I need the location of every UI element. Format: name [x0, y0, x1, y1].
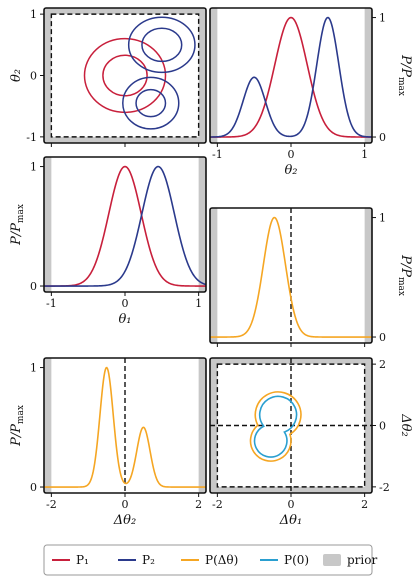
contour-P2-2: [122, 76, 180, 130]
legend-item-prior: prior: [323, 553, 377, 567]
y-axis-label: P/Pmax: [9, 405, 26, 447]
panel-marginal-dtheta2: -2 0 2 0 1 Δθ₂ P/Pmax: [9, 357, 207, 528]
legend-label: P(Δθ): [205, 553, 238, 567]
x-tick-label: 2: [195, 498, 202, 511]
x-tick-label: 1: [195, 297, 202, 310]
x-axis-label: Δθ₁: [279, 513, 302, 528]
ylabel-subscript: max: [396, 77, 406, 96]
series-line-Pdelta: [210, 216, 372, 338]
legend-item-P0: P(0): [260, 553, 309, 567]
y-tick-label: 0: [30, 481, 37, 494]
x-tick-label: 0: [122, 297, 129, 310]
x-tick-label: 1: [361, 148, 368, 161]
series-line-P2: [44, 165, 206, 287]
legend-item-P2: P₂: [118, 553, 155, 567]
x-axis-label: θ₁: [118, 312, 131, 327]
plot-area: [44, 157, 206, 292]
prior-region: [51, 14, 199, 137]
y-axis-label: P/Pmax: [9, 204, 26, 246]
x-tick-label: -2: [46, 498, 57, 511]
x-tick-label: 0: [288, 148, 295, 161]
axes-frame: [209, 7, 373, 144]
x-tick-label: 0: [288, 498, 295, 511]
y-tick-label: 0: [379, 331, 386, 344]
y-tick-label: 0: [30, 280, 37, 293]
ylabel-main: P/P: [398, 254, 413, 277]
series-line-P1: [210, 16, 372, 138]
contour-P1-1: [102, 54, 148, 97]
plot-area: [44, 8, 206, 143]
ylabel-subscript: max: [16, 405, 26, 424]
x-axis-label: θ₂: [284, 163, 297, 178]
series-line-P2: [210, 16, 372, 138]
contour-P2-3: [135, 88, 167, 118]
prior-shade-right: [198, 157, 206, 292]
prior-shade-right: [364, 208, 372, 343]
blob-Pdelta: [249, 391, 302, 462]
prior-shade-left: [210, 208, 218, 343]
legend-item-Pdelta: P(Δθ): [181, 553, 238, 567]
panel-joint-dtheta: -2 0 2 -2 0 2 Δθ₁ Δθ₂: [209, 357, 413, 528]
prior-shade-left: [44, 157, 52, 292]
ylabel-subscript: max: [396, 277, 406, 296]
legend-frame: [43, 544, 373, 576]
prior-shade-left: [210, 8, 218, 143]
legend-item-P1: P₁: [52, 553, 89, 567]
y-axis-label: P/Pmax: [396, 254, 413, 296]
x-tick-label: -2: [212, 498, 223, 511]
y-axis-label: Δθ₂: [398, 413, 413, 436]
ylabel-subscript: max: [16, 204, 26, 223]
plot-area: [210, 208, 372, 343]
prior-shade-right: [198, 358, 206, 493]
y-tick-label: -1: [26, 131, 37, 144]
legend-label: prior: [347, 553, 377, 567]
y-tick-label: 2: [379, 358, 386, 371]
contour-P2-1: [141, 27, 183, 63]
y-axis-label: P/Pmax: [396, 54, 413, 96]
x-tick-label: 0: [122, 498, 129, 511]
plot-area: [210, 8, 372, 143]
legend-label: P₁: [76, 553, 89, 567]
x-tick-label: -1: [46, 297, 57, 310]
plot-area: [210, 358, 372, 493]
blob-P0: [253, 395, 298, 458]
y-axis-label: θ₂: [9, 69, 24, 82]
y-tick-label: 1: [30, 161, 37, 174]
ylabel-main: P/P: [398, 54, 413, 77]
prior-box: [50, 13, 200, 138]
panel-marginal-dtheta1: 0 1 P/Pmax: [209, 207, 413, 347]
legend: P₁ P₂ P(Δθ) P(0) prior: [43, 544, 377, 576]
y-tick-label: 1: [379, 12, 386, 25]
ylabel-main: P/P: [9, 424, 24, 447]
series-line-P1: [44, 165, 206, 287]
legend-label: P(0): [284, 553, 309, 567]
series-line-Pdelta: [44, 366, 206, 488]
legend-swatch-prior: [323, 554, 341, 566]
y-tick-label: 0: [30, 70, 37, 83]
plot-area: [44, 358, 206, 493]
legend-label: P₂: [142, 553, 155, 567]
y-tick-label: 1: [30, 362, 37, 375]
y-tick-label: -2: [379, 481, 390, 494]
x-axis-label: Δθ₂: [113, 513, 136, 528]
y-tick-label: 0: [379, 131, 386, 144]
prior-shade-right: [364, 8, 372, 143]
y-tick-label: 1: [379, 212, 386, 225]
panel-joint-theta: -1 0 1 θ₂: [9, 7, 207, 147]
y-tick-label: 0: [379, 420, 386, 433]
panel-marginal-theta1: -1 0 1 0 1 θ₁ P/Pmax: [9, 156, 207, 327]
y-tick-label: 1: [30, 8, 37, 21]
x-tick-label: -1: [212, 148, 223, 161]
ylabel-main: P/P: [9, 223, 24, 246]
contour-P2-0: [127, 16, 196, 74]
x-tick-label: 2: [361, 498, 368, 511]
prior-shade-left: [44, 358, 52, 493]
